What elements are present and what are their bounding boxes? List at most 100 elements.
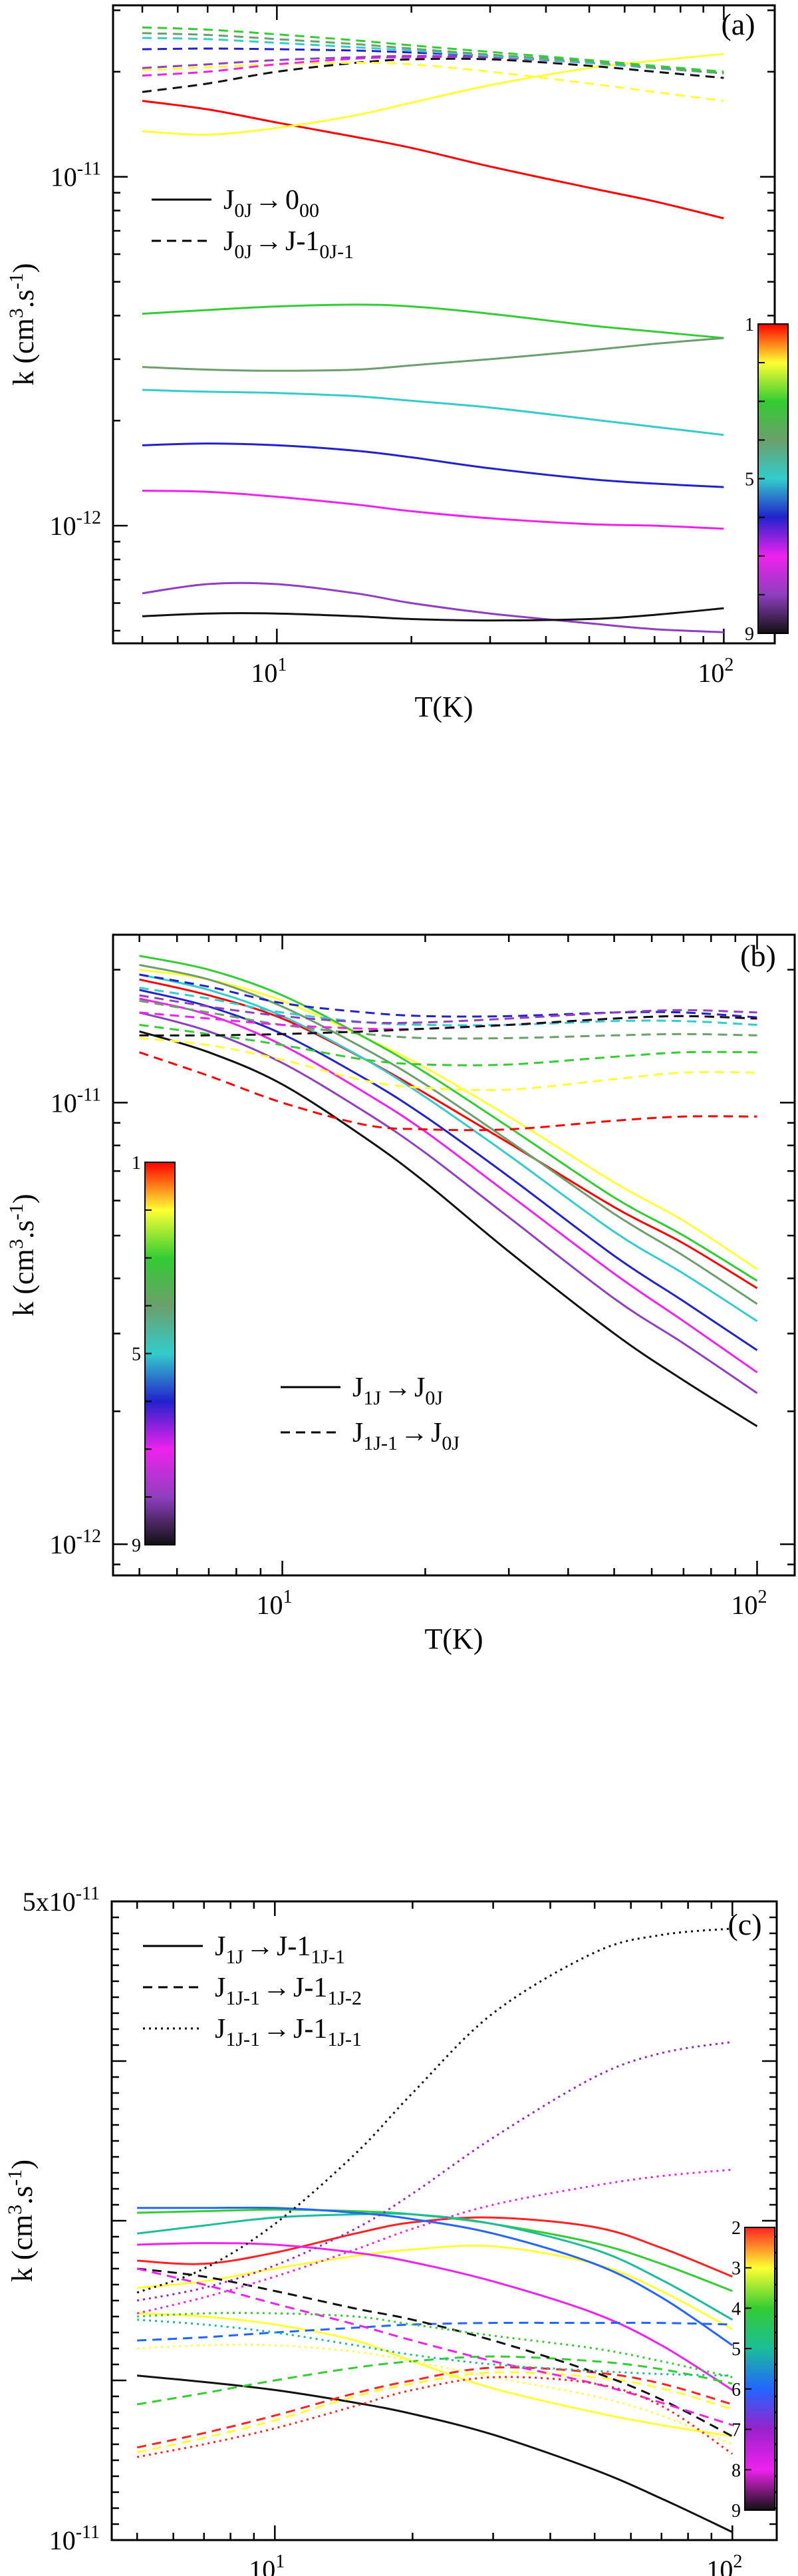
legend-entry: J1J→J-11J-1 (215, 1931, 345, 1968)
series-line (139, 963, 758, 1305)
series-line (139, 989, 758, 1351)
series-line (142, 337, 724, 372)
series-line (142, 581, 724, 633)
series-line (142, 57, 724, 93)
series-line (136, 1927, 733, 2294)
colorbar-tick-label: 5 (745, 470, 754, 490)
series-line (142, 53, 724, 136)
panel-label: (a) (721, 7, 755, 41)
colorbar-tick-label: 5 (732, 2339, 741, 2360)
series-line (139, 1011, 758, 1394)
series-line (137, 2267, 733, 2438)
plot-frame (110, 1900, 778, 2541)
series-line (136, 2376, 733, 2458)
series-line (139, 1030, 758, 1428)
series-line (139, 987, 757, 1027)
series-line (137, 2212, 733, 2321)
series-line (137, 2206, 733, 2346)
x-tick-label: 102 (706, 2551, 742, 2576)
y-axis-label: k (cm3.s-1) (5, 263, 40, 385)
colorbar-tick-label: 1 (132, 1153, 141, 1174)
series-line (139, 999, 757, 1040)
x-tick-label: 101 (257, 1587, 293, 1620)
y-tick-label: 10-12 (50, 508, 101, 541)
series-line (137, 2319, 733, 2377)
series-line (136, 2371, 733, 2454)
legend-entry: J0J→000 (223, 185, 319, 222)
series-group (142, 26, 724, 633)
series-line (139, 973, 757, 1019)
series-line (142, 100, 724, 220)
series-line (139, 1051, 757, 1132)
y-axis-label: k (cm3.s-1) (5, 1194, 40, 1316)
panel-a: 101 102 10-11 10-12 T(K) k (cm3.s-1) (a) J0J→00… (5, 4, 789, 723)
colorbar-tick-label: 9 (732, 2501, 741, 2521)
series-line (142, 389, 724, 436)
series-line (142, 442, 724, 488)
series-group (136, 1927, 733, 2533)
colorbar-tick-label: 4 (732, 2299, 741, 2319)
series-line (142, 26, 724, 73)
panel-b: 101 102 10-11 10-12 T(K) k (cm3.s-1) (b) J1J→J0… (5, 933, 796, 1655)
series-line (142, 490, 724, 530)
series-line (137, 2312, 733, 2378)
x-tick-label: 101 (249, 2551, 285, 2576)
colorbar-tick-label: 6 (732, 2380, 741, 2400)
y-tick-label: 10-11 (51, 159, 101, 192)
series-line (136, 2267, 733, 2426)
series-line (139, 955, 758, 1282)
series-line (136, 2040, 733, 2302)
series-line (139, 1024, 757, 1066)
x-axis-label: T(K) (415, 691, 473, 723)
series-line (142, 61, 724, 102)
colorbar-tick-label: 7 (732, 2420, 741, 2441)
series-line (136, 2366, 733, 2449)
series-line (137, 2244, 733, 2331)
series-group (139, 955, 758, 1428)
series-line (137, 2242, 733, 2391)
panel-label: (b) (740, 939, 776, 973)
series-line (137, 2321, 733, 2342)
legend-entry: J1J-1→J0J (352, 1418, 460, 1454)
series-line (139, 994, 757, 1025)
colorbar-tick-label: 9 (132, 1535, 141, 1556)
colorbar-tick-label: 1 (745, 315, 754, 335)
series-line (137, 2312, 733, 2438)
panel-label: (c) (728, 1907, 761, 1941)
series-line (139, 1037, 757, 1092)
y-tick-label: 10-11 (51, 1084, 101, 1118)
legend-entry: J1J-1→J-11J-2 (215, 1973, 362, 2009)
series-line (137, 2374, 733, 2533)
colorbar-tick-label: 8 (732, 2460, 741, 2481)
colorbar-tick-label: 3 (732, 2259, 741, 2279)
series-line (142, 607, 724, 622)
colorbar-tick-label: 5 (132, 1345, 141, 1365)
y-axis-label: k (cm3.s-1) (4, 2160, 39, 2282)
series-line (139, 997, 758, 1374)
series-line (142, 303, 724, 339)
x-tick-label: 102 (731, 1587, 767, 1620)
x-tick-label: 102 (698, 655, 733, 688)
colorbar (744, 2227, 775, 2511)
series-line (142, 32, 724, 75)
legend-entry: J1J-1→J-11J-1 (215, 2014, 362, 2050)
y-tick-label: 10-12 (50, 1526, 101, 1559)
series-line (137, 2216, 733, 2278)
series-line (139, 969, 758, 1270)
series-line (136, 2355, 733, 2406)
y-tick-label: 5x10-11 (23, 1883, 100, 1917)
x-axis-label: T(K) (425, 1623, 483, 1655)
series-line (139, 1015, 757, 1037)
plot-frame (112, 4, 776, 645)
series-line (137, 2343, 733, 2446)
colorbar-tick-label: 2 (732, 2218, 741, 2239)
y-tick-label: 10-11 (49, 2522, 100, 2555)
legend-entry: J0J→J-10J-1 (223, 226, 354, 263)
series-line (139, 973, 758, 1323)
series-line (136, 2168, 733, 2315)
colorbar-tick-label: 9 (745, 624, 754, 645)
legend-entry: J1J→J0J (352, 1372, 443, 1409)
x-tick-label: 101 (251, 655, 287, 688)
